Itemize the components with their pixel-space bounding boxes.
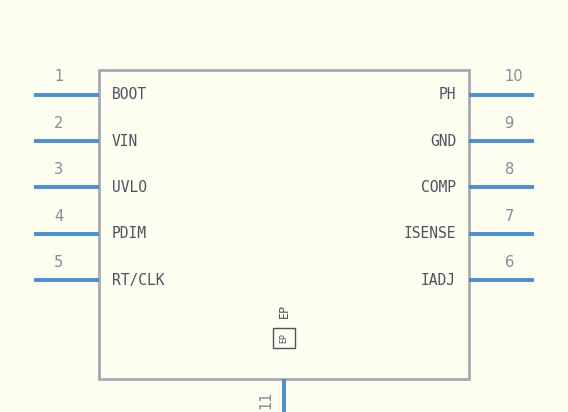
Text: ISENSE: ISENSE	[404, 226, 456, 241]
Text: UVLO: UVLO	[112, 180, 147, 195]
Text: 9: 9	[504, 116, 514, 131]
Text: EP: EP	[279, 333, 289, 343]
Text: IADJ: IADJ	[421, 273, 456, 288]
Text: COMP: COMP	[421, 180, 456, 195]
Text: 1: 1	[54, 70, 64, 84]
Text: 8: 8	[504, 162, 514, 177]
Bar	[99, 70, 469, 379]
Text: 6: 6	[504, 255, 514, 270]
Text: GND: GND	[430, 133, 456, 149]
Text: PDIM: PDIM	[112, 226, 147, 241]
Text: 7: 7	[504, 208, 514, 223]
Text: 4: 4	[54, 208, 64, 223]
Bar	[273, 328, 295, 348]
Text: EP: EP	[278, 303, 290, 318]
Text: BOOT: BOOT	[112, 87, 147, 102]
Text: 5: 5	[54, 255, 64, 270]
Text: 10: 10	[504, 70, 523, 84]
Text: VIN: VIN	[112, 133, 138, 149]
Text: PH: PH	[438, 87, 456, 102]
Text: 2: 2	[54, 116, 64, 131]
Text: RT/CLK: RT/CLK	[112, 273, 164, 288]
Text: 3: 3	[55, 162, 64, 177]
Text: 11: 11	[259, 391, 274, 409]
